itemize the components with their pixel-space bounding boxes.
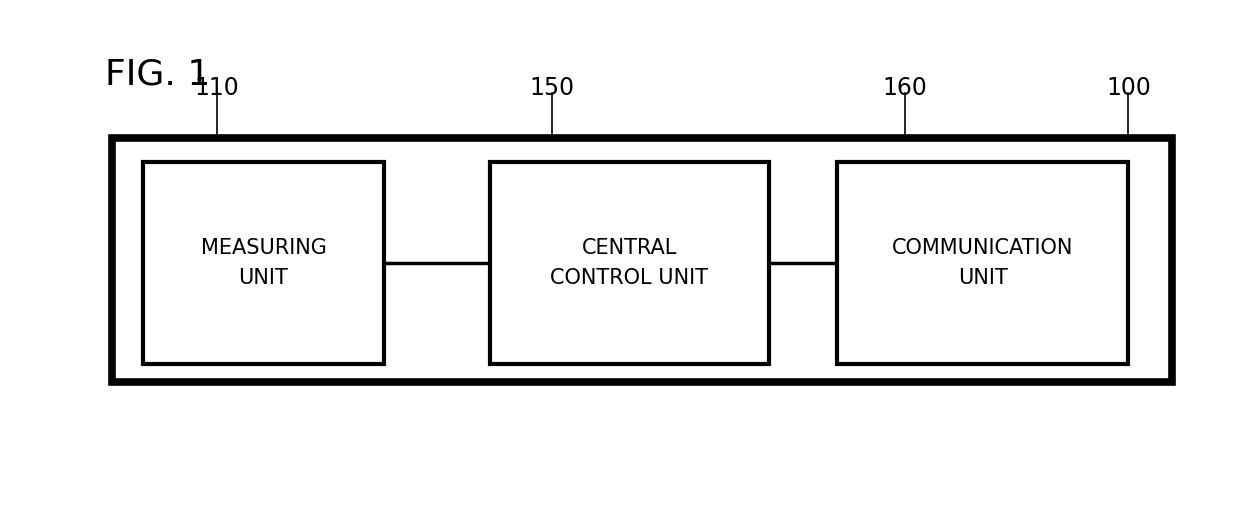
- Text: COMMUNICATION
UNIT: COMMUNICATION UNIT: [892, 238, 1074, 288]
- Text: MEASURING
UNIT: MEASURING UNIT: [201, 238, 326, 288]
- Text: FIG. 1: FIG. 1: [105, 57, 211, 91]
- Text: 100: 100: [1106, 75, 1151, 100]
- Bar: [112, 138, 1172, 382]
- Bar: [837, 162, 1128, 364]
- Bar: [490, 162, 769, 364]
- Text: 110: 110: [195, 75, 239, 100]
- Text: CENTRAL
CONTROL UNIT: CENTRAL CONTROL UNIT: [551, 238, 708, 288]
- Text: 150: 150: [529, 75, 574, 100]
- Text: 160: 160: [883, 75, 928, 100]
- Bar: [143, 162, 384, 364]
